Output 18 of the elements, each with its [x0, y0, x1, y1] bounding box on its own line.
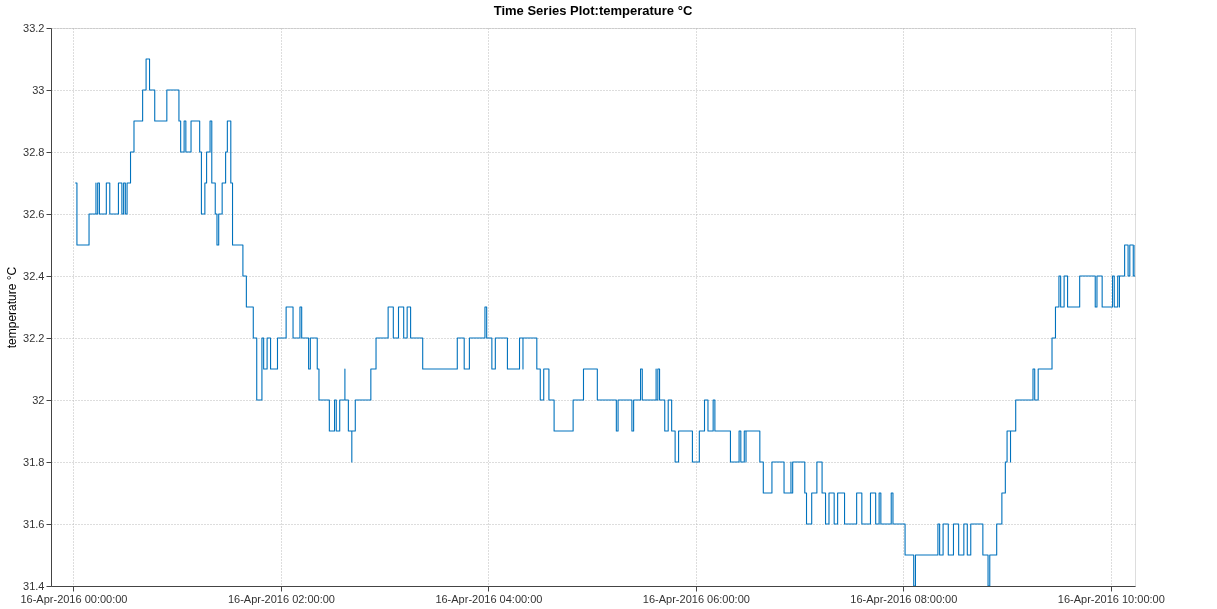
x-tick-label: 16-Apr-2016 00:00:00	[20, 592, 128, 605]
chart-title: Time Series Plot:temperature °C	[493, 3, 693, 18]
x-tick-label: 16-Apr-2016 08:00:00	[850, 592, 958, 605]
y-axis-title: temperature °C	[5, 266, 20, 349]
y-tick-label: 32.8	[23, 145, 45, 158]
y-tick-label: 31.6	[23, 517, 45, 530]
x-tick-label: 16-Apr-2016 04:00:00	[435, 592, 543, 605]
y-tick-label: 33.2	[23, 21, 45, 34]
x-tick-label: 16-Apr-2016 10:00:00	[1057, 592, 1165, 605]
y-tick-label: 32.2	[23, 331, 45, 344]
y-tick-label: 32.4	[23, 269, 45, 282]
y-tick-label: 31.4	[23, 579, 45, 592]
y-tick-label: 33	[32, 83, 45, 96]
x-tick-label: 16-Apr-2016 06:00:00	[642, 592, 750, 605]
y-tick-label: 32	[32, 393, 45, 406]
x-tick-label: 16-Apr-2016 02:00:00	[227, 592, 335, 605]
y-tick-label: 31.8	[23, 455, 45, 468]
y-tick-label: 32.6	[23, 207, 45, 220]
